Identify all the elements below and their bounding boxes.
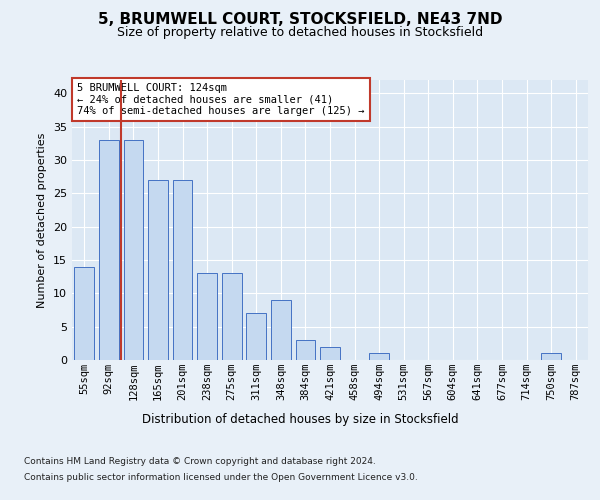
Bar xyxy=(74,266,94,360)
Text: Contains HM Land Registry data © Crown copyright and database right 2024.: Contains HM Land Registry data © Crown c… xyxy=(24,458,376,466)
Text: Distribution of detached houses by size in Stocksfield: Distribution of detached houses by size … xyxy=(142,412,458,426)
Text: 5 BRUMWELL COURT: 124sqm
← 24% of detached houses are smaller (41)
74% of semi-d: 5 BRUMWELL COURT: 124sqm ← 24% of detach… xyxy=(77,83,365,116)
Bar xyxy=(222,274,242,360)
Bar xyxy=(197,274,217,360)
Bar xyxy=(124,140,143,360)
Bar xyxy=(320,346,340,360)
Bar xyxy=(247,314,266,360)
Text: 5, BRUMWELL COURT, STOCKSFIELD, NE43 7ND: 5, BRUMWELL COURT, STOCKSFIELD, NE43 7ND xyxy=(98,12,502,28)
Y-axis label: Number of detached properties: Number of detached properties xyxy=(37,132,47,308)
Bar xyxy=(271,300,290,360)
Bar xyxy=(370,354,389,360)
Bar xyxy=(99,140,119,360)
Bar xyxy=(173,180,193,360)
Bar xyxy=(296,340,315,360)
Text: Size of property relative to detached houses in Stocksfield: Size of property relative to detached ho… xyxy=(117,26,483,39)
Bar xyxy=(148,180,168,360)
Bar xyxy=(541,354,561,360)
Text: Contains public sector information licensed under the Open Government Licence v3: Contains public sector information licen… xyxy=(24,472,418,482)
